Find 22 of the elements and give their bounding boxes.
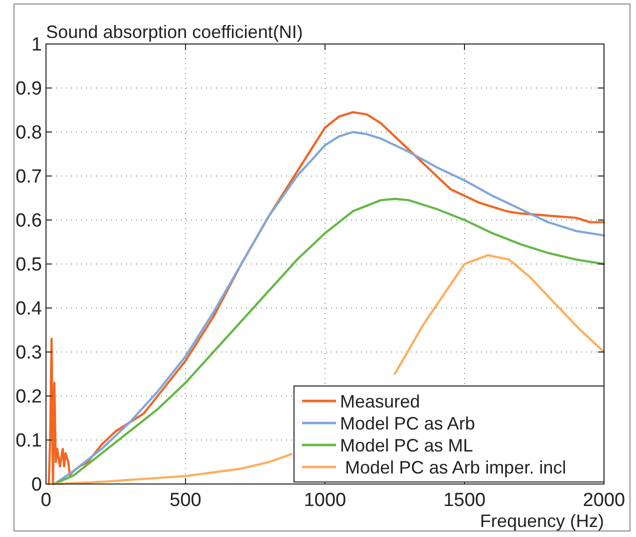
chart-title: Sound absorption coefficient(NI)	[46, 22, 303, 42]
y-tick-label: 1	[31, 34, 42, 56]
legend-label: Model PC as ML	[340, 435, 474, 456]
line-series	[53, 198, 606, 486]
x-tick-label: 1000	[304, 490, 346, 511]
y-tick-label: 0.2	[16, 386, 42, 408]
y-tick-label: 0	[31, 474, 42, 496]
y-tick-label: 0.9	[16, 78, 42, 100]
y-tick-label: 0.4	[16, 298, 42, 320]
x-tick-label: 500	[170, 490, 202, 511]
y-tick-label: 0.7	[16, 166, 42, 188]
y-tick-label: 0.8	[16, 122, 42, 144]
y-tick-label: 0.5	[16, 254, 42, 276]
y-tick-label: 0.3	[16, 342, 42, 364]
y-tick-label: 0.6	[16, 210, 42, 232]
y-tick-label: 0.1	[16, 430, 42, 452]
legend-label: Model PC as Arb imper. incl	[340, 457, 566, 478]
x-axis-title: Frequency (Hz)	[480, 511, 604, 531]
legend-label: Measured	[340, 391, 420, 412]
x-tick-label: 1500	[443, 490, 486, 511]
legend-label: Model PC as Arb	[340, 413, 476, 434]
x-tick-label: 2000	[582, 490, 626, 511]
